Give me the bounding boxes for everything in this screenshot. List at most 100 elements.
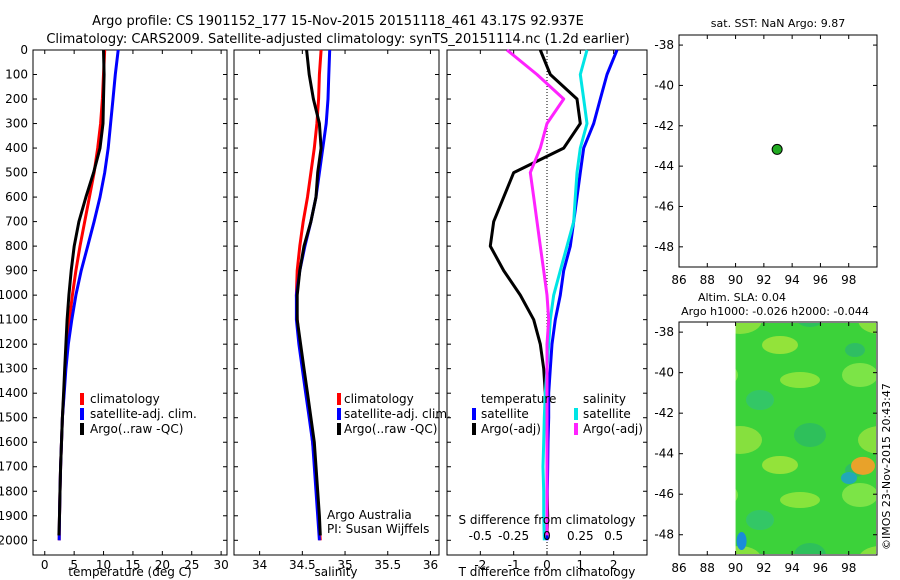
x-tick-label: -2 <box>474 558 486 572</box>
depth-tick-label: 1900 <box>0 509 28 523</box>
series-line-argo-adj- <box>488 49 582 536</box>
map-x-tick-label: 86 <box>671 561 686 575</box>
s-tick-label: -0.25 <box>498 529 529 543</box>
series-line-argo-raw-qc- <box>295 49 323 536</box>
map-x-tick-label: 98 <box>841 273 856 287</box>
map-y-tick-label: -46 <box>654 199 674 213</box>
map-x-tick-label: 88 <box>700 561 715 575</box>
map-y-tick-label: -40 <box>654 366 674 380</box>
x-tick-label: 0 <box>41 558 49 572</box>
depth-tick-label: 200 <box>5 92 28 106</box>
map-x-tick-label: 96 <box>813 561 828 575</box>
s-tick-label: 0.25 <box>567 529 594 543</box>
depth-tick-label: 400 <box>5 141 28 155</box>
legend-swatch-satellite <box>337 408 341 420</box>
salinity-annotation-line-1: Argo Australia <box>327 508 412 522</box>
x-tick-label: 36 <box>423 558 438 572</box>
depth-tick-label: 1400 <box>0 386 28 400</box>
x-tick-label: 5 <box>70 558 78 572</box>
salinity-axis-label: salinity <box>314 565 357 579</box>
series-line-satellite-adj-clim- <box>294 49 332 541</box>
sst-map-title: sat. SST: NaN Argo: 9.87 <box>711 17 845 30</box>
legend-label-climatology: climatology <box>90 392 160 406</box>
legend-label-satellite: satellite-adj. clim. <box>90 407 197 421</box>
legend-swatch-argo <box>80 423 84 435</box>
map-y-tick-label: -38 <box>654 38 674 52</box>
salinity-plot: 34 34.5 35 35.5 36 <box>234 49 439 572</box>
legend-label-s-argo: Argo(-adj) <box>583 422 643 436</box>
series-line-climatology <box>57 49 107 541</box>
map-x-tick-label: 92 <box>756 561 771 575</box>
salinity-annotation-line-2: PI: Susan Wijffels <box>327 522 429 536</box>
map-y-tick-label: -40 <box>654 78 674 92</box>
series-line-argo-adj- <box>506 48 566 536</box>
depth-tick-label: 1000 <box>0 288 28 302</box>
legend-swatch-climatology <box>80 393 84 405</box>
sla-map-plot: 86 88 90 92 94 96 98 -38 -40 -42 -44 -46 -48 <box>654 322 877 575</box>
map-y-tick-label: -42 <box>654 406 674 420</box>
legend-header-salinity: salinity <box>583 392 626 406</box>
temperature-plot: 0 5 10 15 20 25 30 <box>33 49 229 572</box>
difference-legend: temperature salinity satellite satellite… <box>472 392 643 436</box>
x-tick-label: 2 <box>610 558 618 572</box>
x-tick-label: 10 <box>96 558 111 572</box>
depth-tick-label: 1300 <box>0 362 28 376</box>
depth-tick-label: 1800 <box>0 484 28 498</box>
legend-label-climatology: climatology <box>344 392 414 406</box>
sla-map-frame <box>678 321 878 556</box>
argo-position-marker <box>771 143 783 155</box>
legend-swatch-satellite <box>80 408 84 420</box>
depth-tick-label: 1700 <box>0 460 28 474</box>
title-line-1: Argo profile: CS 1901152_177 15-Nov-2015… <box>92 14 584 29</box>
map-y-tick-label: -48 <box>654 528 674 542</box>
s-tick-label: -0.5 <box>469 529 492 543</box>
depth-tick-label: 800 <box>5 239 28 253</box>
salinity-panel-frame <box>233 49 440 556</box>
depth-tick-label: 1600 <box>0 435 28 449</box>
map-x-tick-label: 98 <box>841 561 856 575</box>
x-tick-label: 30 <box>213 558 228 572</box>
depth-tick-label: 100 <box>5 68 28 82</box>
map-y-tick-label: -46 <box>654 487 674 501</box>
sla-heatmap-cell <box>736 532 747 550</box>
map-x-tick-label: 90 <box>728 273 743 287</box>
legend-label-t-argo: Argo(-adj) <box>481 422 541 436</box>
legend-label-s-satellite: satellite <box>583 407 631 421</box>
depth-tick-label: 900 <box>5 264 28 278</box>
legend-label-t-satellite: satellite <box>481 407 529 421</box>
legend-swatch-t-satellite <box>472 408 476 420</box>
temperature-legend: climatology satellite-adj. clim. Argo(..… <box>80 392 197 436</box>
depth-tick-label: 0 <box>20 43 28 57</box>
depth-tick-label: 600 <box>5 190 28 204</box>
map-x-tick-label: 94 <box>785 273 800 287</box>
depth-tick-label: 300 <box>5 117 28 131</box>
legend-swatch-s-satellite <box>574 408 578 420</box>
s-difference-tick-labels: -0.5 -0.25 0 0.25 0.5 <box>469 529 624 543</box>
x-tick-label: 0 <box>543 558 551 572</box>
legend-swatch-t-argo <box>472 423 476 435</box>
x-tick-label: -1 <box>508 558 520 572</box>
depth-tick-label: 2000 <box>0 533 28 547</box>
legend-swatch-argo <box>337 423 341 435</box>
legend-header-temperature: temperature <box>481 392 556 406</box>
legend-swatch-climatology <box>337 393 341 405</box>
sst-map-frame <box>678 34 878 268</box>
x-tick-label: 1 <box>577 558 585 572</box>
legend-swatch-s-argo <box>574 423 578 435</box>
depth-tick-label: 1500 <box>0 411 28 425</box>
sla-heatmap-cell <box>851 456 875 475</box>
difference-plot: -2 -1 0 1 2 <box>447 48 647 572</box>
legend-label-argo: Argo(..raw -QC) <box>90 422 183 436</box>
x-tick-label: 34 <box>252 558 267 572</box>
title-line-2: Climatology: CARS2009. Satellite-adjuste… <box>46 32 629 47</box>
sst-map-plot: 86 88 90 92 94 96 98 -38 -40 -42 -44 -46 -48 <box>654 35 877 287</box>
temperature-panel-frame <box>32 49 228 556</box>
map-y-tick-label: -44 <box>654 447 674 461</box>
map-y-tick-label: -42 <box>654 119 674 133</box>
sla-heatmap-cell <box>841 472 857 485</box>
sla-map-title-line-2: Argo h1000: -0.026 h2000: -0.044 <box>681 305 869 318</box>
s-tick-label: 0 <box>543 529 551 543</box>
depth-tick-label: 500 <box>5 166 28 180</box>
map-x-tick-label: 92 <box>756 273 771 287</box>
series-line-satellite <box>541 49 589 541</box>
